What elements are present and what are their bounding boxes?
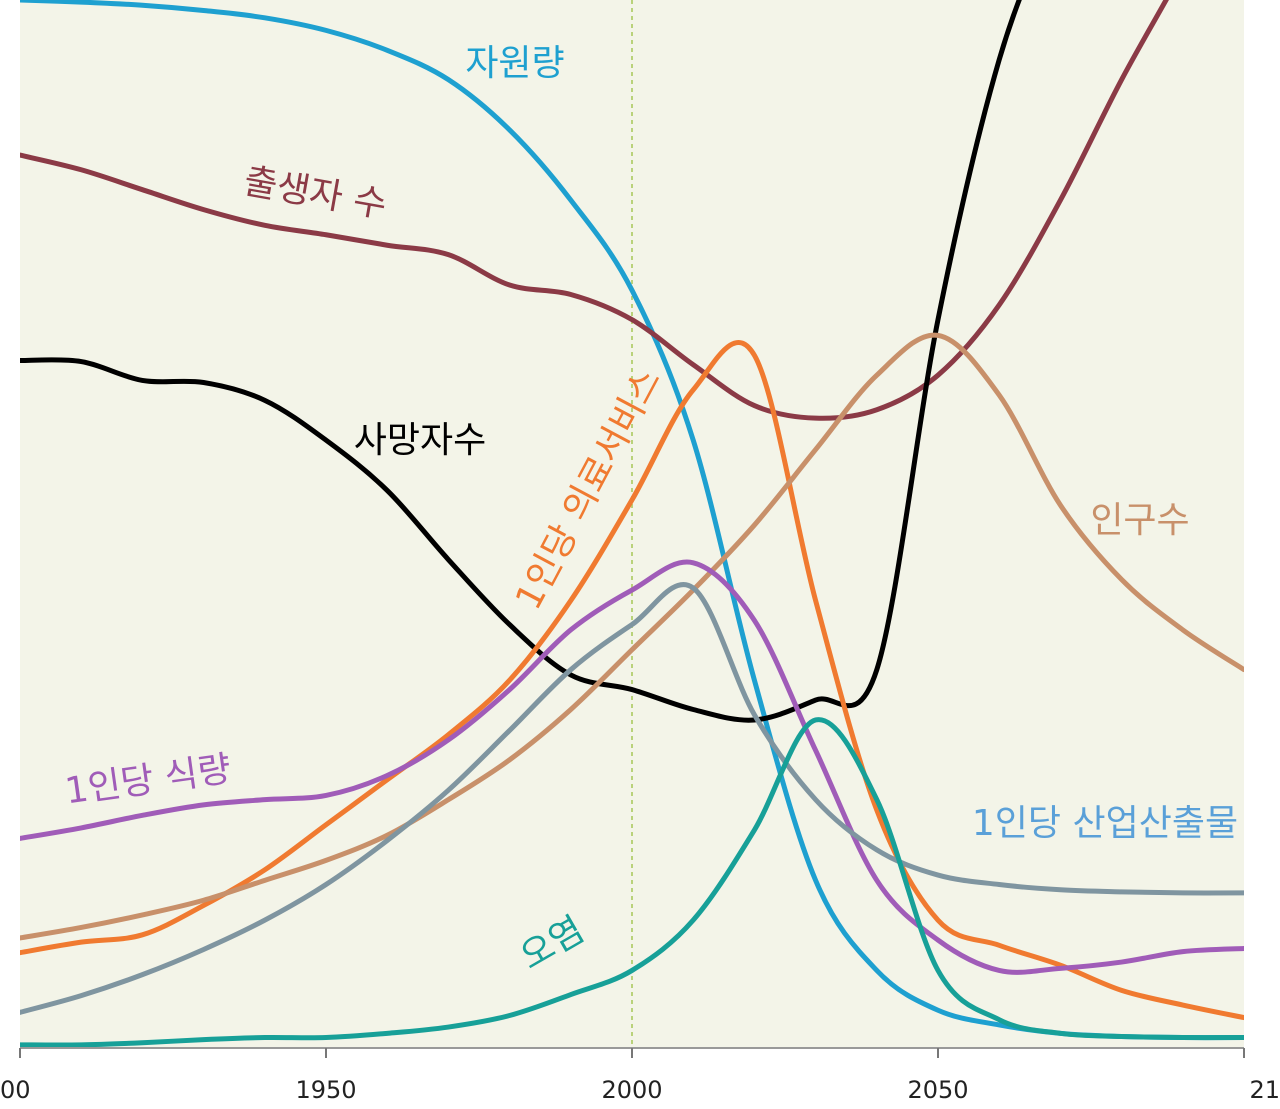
series-label: 사망자수 [354,420,486,461]
series-line [20,582,1244,1015]
x-tick-label: 1900 [0,1076,31,1104]
x-tick-label: 1950 [295,1076,356,1104]
x-tick-label: 2100 [1249,1076,1280,1104]
series-line [20,0,1169,421]
x-tick-label: 2050 [907,1076,968,1104]
series-line [20,559,1244,975]
series-label: 인구수 [1090,500,1189,541]
x-tick-label: 2000 [601,1076,662,1104]
series-label: 자원량 [465,43,564,84]
series-line [20,332,1244,941]
plot-lines [20,0,1244,1048]
series-line [20,340,1244,1021]
series-line [20,717,1244,1048]
series-label: 1인당 산업산출물 [972,803,1238,844]
series-line [20,0,1244,1041]
series-line [20,0,1022,723]
